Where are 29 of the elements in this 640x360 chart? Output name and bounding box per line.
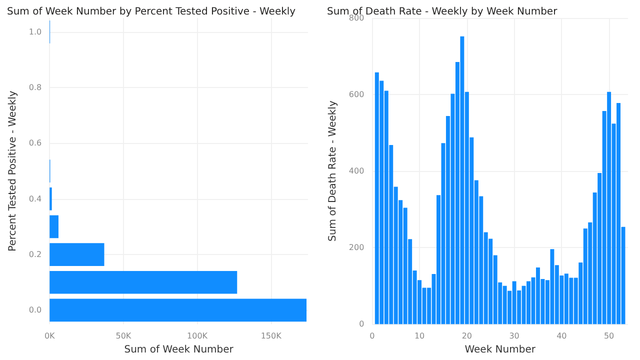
x-tick-label: 50K (116, 332, 132, 341)
y-tick-label: 0.0 (28, 306, 42, 315)
y-tick-label: 400 (348, 166, 364, 176)
y-tick-label: 0.2 (28, 250, 42, 260)
x-tick-label: 30 (509, 332, 520, 341)
x-tick-label: 50 (604, 332, 614, 341)
bar (50, 298, 307, 322)
bar (50, 243, 104, 266)
x-tick-label: 100K (187, 332, 208, 341)
x-tick-label: 20 (462, 332, 472, 341)
y-tick-label: 200 (348, 243, 364, 252)
x-tick-label: 10 (414, 332, 425, 341)
y-axis-title: Sum of Death Rate - Weekly (328, 100, 338, 242)
y-tick-label: 600 (348, 90, 364, 100)
y-tick-label: 0.8 (28, 83, 42, 92)
x-axis-title: Sum of Week Number (124, 344, 234, 356)
x-axis-title: Week Number (464, 344, 536, 356)
bar (50, 270, 238, 294)
y-tick-label: 0.6 (28, 138, 42, 148)
x-tick-label: 40 (556, 332, 567, 341)
x-tick-label: 0K (44, 332, 56, 341)
y-tick-label: 0.4 (28, 194, 42, 204)
y-axis-title: Percent Tested Positive - Weekly (8, 90, 18, 252)
x-tick-label: 0 (370, 332, 375, 341)
x-tick-label: 150K (260, 332, 282, 341)
y-tick-label: 0 (359, 320, 364, 329)
y-tick-label: 1.0 (28, 27, 42, 36)
chart-title: Sum of Week Number by Percent Tested Positive - Weekly (7, 6, 296, 18)
bar (50, 215, 58, 238)
